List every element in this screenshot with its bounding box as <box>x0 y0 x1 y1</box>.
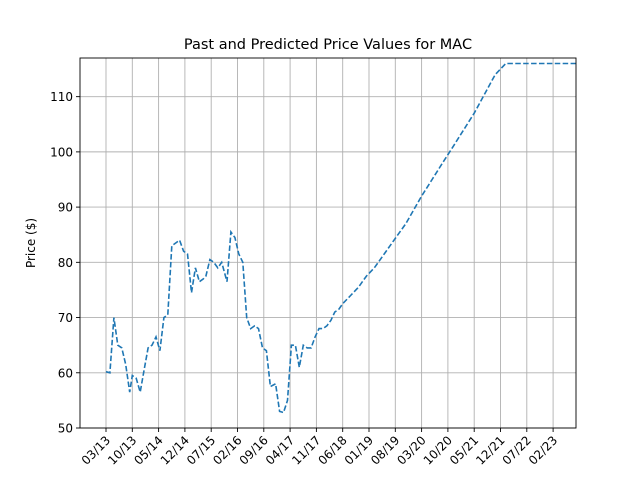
x-tick-label: 09/16 <box>237 433 271 467</box>
x-tick-label: 10/13 <box>105 433 139 467</box>
x-axis: 03/1310/1305/1412/1407/1502/1609/1604/17… <box>79 428 560 468</box>
y-tick-label: 100 <box>50 145 73 159</box>
x-tick-label: 07/22 <box>500 433 534 467</box>
x-tick-label: 12/14 <box>158 433 192 467</box>
chart-title: Past and Predicted Price Values for MAC <box>184 37 472 53</box>
x-tick-label: 04/17 <box>263 433 297 467</box>
y-tick-label: 90 <box>58 201 73 215</box>
x-tick-label: 05/14 <box>131 433 165 467</box>
x-tick-label: 02/23 <box>526 433 560 467</box>
y-tick-label: 70 <box>58 311 73 325</box>
x-tick-label: 07/15 <box>184 433 218 467</box>
y-axis-label: Price ($) <box>24 218 38 268</box>
y-tick-label: 80 <box>58 256 73 270</box>
y-tick-label: 60 <box>58 366 73 380</box>
series-line-mac <box>105 62 577 414</box>
y-tick-label: 110 <box>50 90 73 104</box>
plot-frame <box>79 57 577 429</box>
x-tick-label: 06/18 <box>315 433 349 467</box>
x-tick-label: 11/17 <box>289 433 323 467</box>
grid-lines <box>80 58 576 429</box>
x-tick-label: 03/20 <box>394 433 428 467</box>
x-tick-label: 08/19 <box>368 433 402 467</box>
x-tick-label: 10/20 <box>421 433 455 467</box>
x-tick-label: 12/21 <box>473 433 507 467</box>
x-tick-label: 01/19 <box>342 433 376 467</box>
x-tick-label: 03/13 <box>79 433 113 467</box>
x-tick-label: 02/16 <box>210 433 244 467</box>
x-tick-label: 05/21 <box>447 433 481 467</box>
y-axis: 50 60 70 80 90 100 110 <box>50 90 80 436</box>
y-tick-label: 50 <box>58 422 73 436</box>
